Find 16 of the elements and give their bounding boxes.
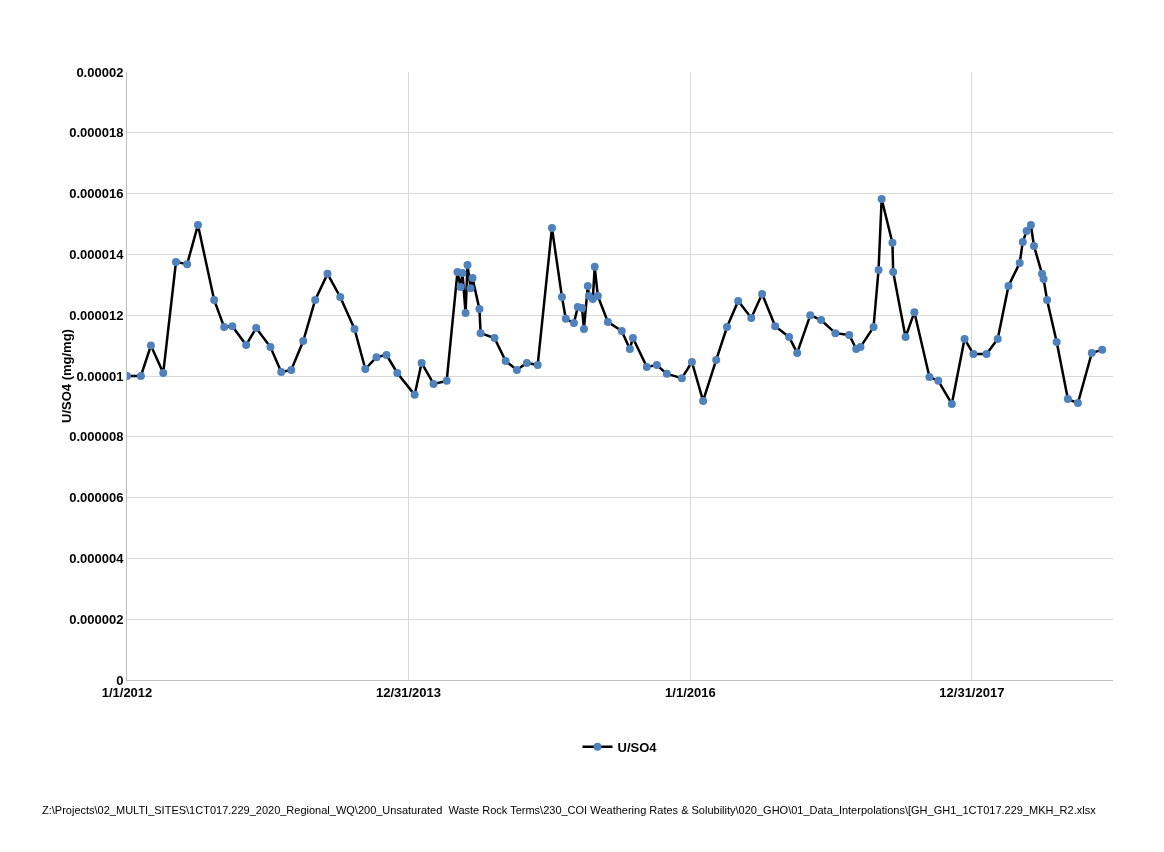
legend-label: U/SO4 [617, 739, 658, 755]
y-axis-title: U/SO4 (mg/mg) [59, 329, 75, 423]
y-tick-label: 0.000012 [69, 307, 124, 323]
y-tick-label: 0.00002 [76, 64, 124, 80]
y-tick-label: 0.000002 [69, 611, 124, 627]
x-tick-label: 12/31/2013 [375, 684, 442, 700]
text: Z:\Projects\02_MULTI_SITES\1CT017.229_2020_Regional_WQ\200_Unsaturated Waste Rock Terms\230_COI Weathering Rates & Solubility\020_GHO\01_Data_Interpolations\[GH_GH1_1CT017.229_MKH_R2.xlsx [42, 804, 1097, 816]
y-tick-label: 0.000006 [69, 490, 124, 506]
x-tick-label: 12/31/2017 [939, 684, 1005, 700]
y-tick-label: 0.000004 [69, 550, 125, 566]
y-tick-label: 0.000014 [69, 246, 125, 262]
y-tick-label: 0.000016 [69, 186, 124, 202]
x-tick-label: 1/1/2016 [665, 684, 716, 700]
y-tick-label: 0.00001 [76, 368, 124, 384]
y-tick-label: 0.000008 [69, 429, 124, 445]
y-tick-label: 0.000018 [69, 125, 124, 141]
